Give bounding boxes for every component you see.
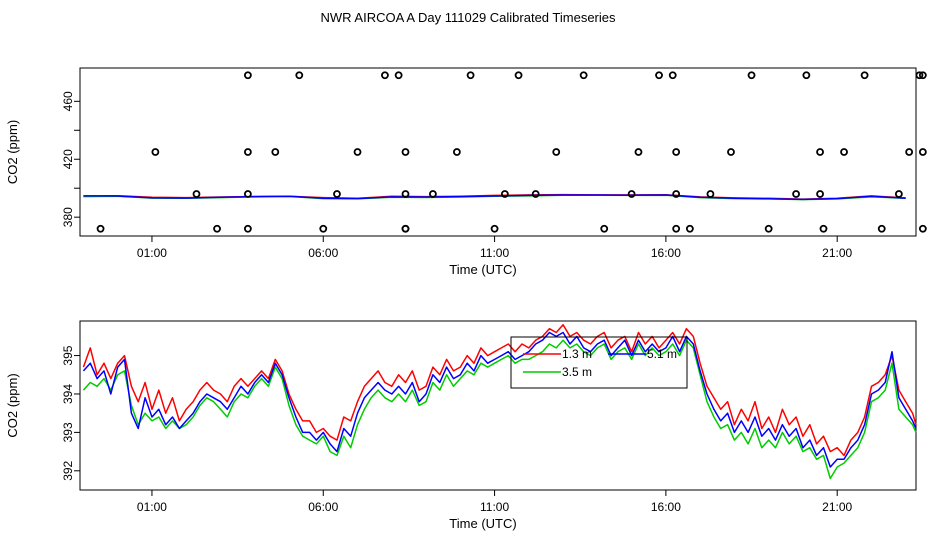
x-axis-label: Time (UTC) bbox=[449, 262, 516, 277]
x-axis-label: Time (UTC) bbox=[449, 516, 516, 531]
data-point bbox=[213, 224, 221, 233]
data-point bbox=[452, 148, 461, 156]
data-point bbox=[319, 224, 328, 233]
data-point bbox=[860, 71, 869, 80]
y-tick-label: 394 bbox=[61, 384, 75, 404]
x-tick-label: 01:00 bbox=[137, 246, 167, 260]
series-5-1-m-line bbox=[82, 331, 917, 468]
data-point bbox=[819, 224, 828, 233]
data-point bbox=[96, 224, 105, 233]
x-tick-label: 16:00 bbox=[651, 246, 681, 260]
data-point bbox=[243, 224, 252, 233]
x-tick-label: 01:00 bbox=[137, 500, 167, 514]
data-point bbox=[727, 148, 735, 156]
x-tick-label: 11:00 bbox=[480, 500, 509, 514]
data-point bbox=[685, 224, 694, 233]
data-point bbox=[295, 71, 304, 80]
data-point bbox=[706, 190, 715, 198]
series-1-3-m-line bbox=[82, 324, 917, 457]
data-point bbox=[840, 148, 848, 156]
data-point bbox=[243, 148, 252, 156]
data-point bbox=[192, 190, 201, 198]
data-point bbox=[764, 224, 773, 233]
data-point bbox=[668, 71, 677, 80]
data-point bbox=[792, 190, 800, 198]
data-point bbox=[894, 190, 903, 198]
x-tick-label: 11:00 bbox=[480, 246, 509, 260]
data-point bbox=[500, 190, 509, 198]
legend-label: 5.1 m bbox=[647, 347, 677, 361]
y-axis-label: CO2 (ppm) bbox=[5, 373, 20, 437]
data-point bbox=[333, 190, 341, 198]
data-point bbox=[151, 148, 160, 156]
data-point bbox=[918, 71, 927, 80]
data-point bbox=[394, 71, 403, 80]
data-point bbox=[600, 224, 609, 233]
x-tick-label: 06:00 bbox=[308, 246, 338, 260]
data-point bbox=[915, 71, 924, 80]
data-point bbox=[816, 190, 824, 198]
y-tick-label: 380 bbox=[61, 207, 75, 227]
data-point bbox=[918, 148, 927, 156]
y-tick-label: 420 bbox=[61, 149, 75, 169]
x-tick-label: 21:00 bbox=[822, 246, 852, 260]
x-tick-label: 16:00 bbox=[651, 500, 681, 514]
data-point bbox=[271, 148, 280, 156]
legend: 1.3 m 5.1 m 3.5 m bbox=[510, 336, 688, 389]
data-point bbox=[243, 190, 252, 198]
legend-box bbox=[510, 336, 688, 389]
data-point bbox=[353, 148, 362, 156]
series-2-line bbox=[83, 194, 906, 201]
plot-frame bbox=[79, 67, 917, 237]
data-point bbox=[514, 71, 523, 80]
plot-frame bbox=[79, 320, 917, 491]
data-point bbox=[490, 224, 499, 233]
timeseries-panel-bottom: 01:00 06:00 11:00 16:00 21:00 392 393 394 395 Tim… bbox=[5, 320, 917, 531]
x-tick-label: 06:00 bbox=[308, 500, 338, 514]
data-point bbox=[672, 224, 681, 233]
data-point bbox=[905, 148, 914, 156]
data-point bbox=[579, 71, 588, 80]
data-point bbox=[401, 190, 410, 198]
y-tick-label: 393 bbox=[61, 422, 75, 442]
data-point bbox=[552, 148, 561, 156]
data-point bbox=[747, 71, 756, 80]
data-point bbox=[816, 148, 824, 156]
data-point bbox=[918, 224, 927, 233]
data-point bbox=[672, 190, 681, 198]
y-tick-label: 460 bbox=[61, 91, 75, 111]
data-point bbox=[634, 148, 643, 156]
data-point bbox=[672, 148, 681, 156]
data-point bbox=[401, 224, 410, 233]
series-3-5-m-line bbox=[82, 339, 917, 480]
x-tick-label: 21:00 bbox=[822, 500, 852, 514]
data-point bbox=[401, 148, 410, 156]
legend-label: 1.3 m bbox=[562, 347, 592, 361]
data-point bbox=[429, 190, 437, 198]
data-point bbox=[627, 190, 636, 198]
data-point bbox=[381, 71, 389, 80]
data-point bbox=[877, 224, 886, 233]
timeseries-panel-top: 01:00 06:00 11:00 16:00 21:00 380 420 460 Time (… bbox=[5, 67, 927, 277]
data-point bbox=[531, 190, 540, 198]
y-tick-label: 395 bbox=[61, 345, 75, 365]
data-point bbox=[802, 71, 811, 80]
legend-label: 3.5 m bbox=[562, 365, 592, 379]
y-tick-label: 392 bbox=[61, 460, 75, 480]
data-point bbox=[655, 71, 663, 80]
chart-title: NWR AIRCOA A Day 111029 Calibrated Times… bbox=[320, 10, 616, 25]
data-point bbox=[466, 71, 475, 80]
y-axis-label: CO2 (ppm) bbox=[5, 120, 20, 184]
data-point bbox=[243, 71, 252, 80]
